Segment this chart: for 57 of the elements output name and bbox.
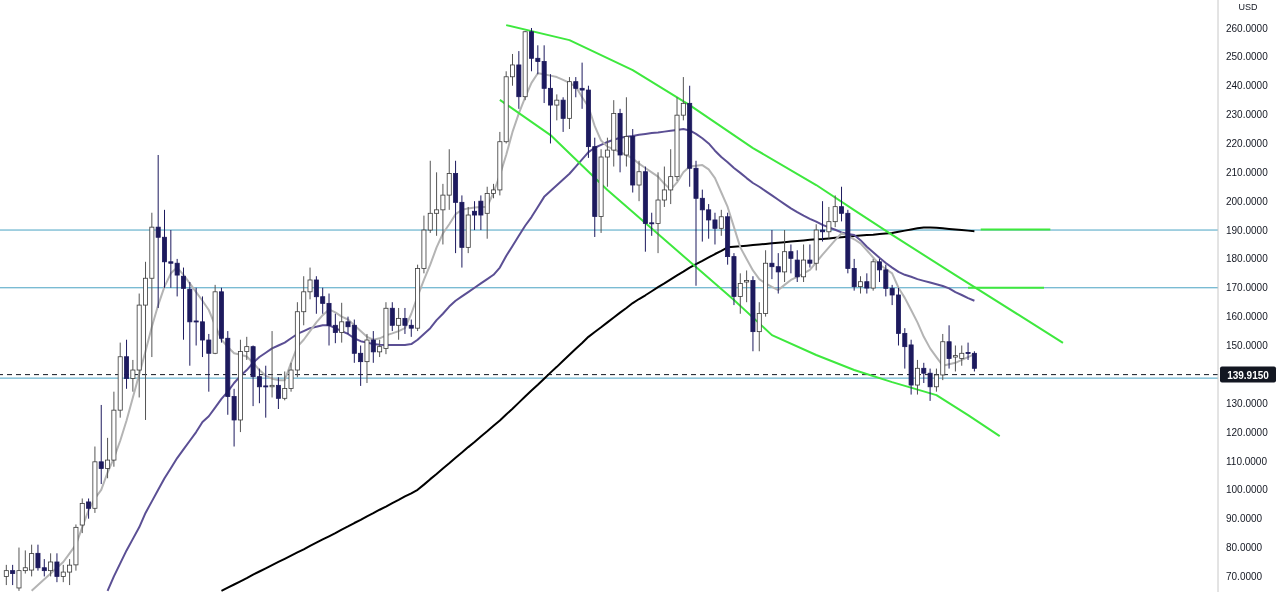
line-series [505,24,1064,344]
candlestick [744,269,750,303]
candlestick [794,249,800,283]
y-tick-label: 190.0000 [1226,224,1269,236]
candlestick [79,497,85,534]
candlestick [820,200,825,243]
candlestick [364,333,370,384]
candlestick [389,301,395,332]
candlestick [48,552,54,577]
candlestick [275,376,281,410]
line-series [106,128,976,592]
candlestick [560,96,566,133]
y-tick-label: 240.0000 [1226,80,1269,92]
y-tick-label: 150.0000 [1226,340,1269,352]
candlestick [554,93,560,121]
candlestick [946,324,952,370]
candlestick [737,272,743,315]
y-tick-label: 80.0000 [1226,542,1263,554]
y-tick-label: 260.0000 [1226,22,1269,34]
candlestick [124,339,129,390]
y-tick-label: 170.0000 [1226,282,1269,294]
y-tick-label: 160.0000 [1226,311,1269,323]
y-tick-label: 180.0000 [1226,253,1269,265]
y-axis-title: USD [1238,2,1258,12]
y-tick-label: 220.0000 [1226,138,1269,149]
line-series [220,226,976,592]
candlestick [801,243,807,283]
candlestick [10,564,16,586]
y-tick-label: 90.0000 [1226,513,1263,525]
y-tick-label: 200.0000 [1226,195,1269,207]
y-tick-label: 250.0000 [1226,51,1269,63]
candlestick [370,330,376,364]
candlestick [807,243,813,269]
candlestick [718,209,724,237]
candlestick [396,307,402,341]
candlestick [54,552,60,583]
ref-line-label: 139.9150 [1227,369,1270,381]
candlestick [915,359,920,396]
candlestick [864,272,870,295]
candlestick [181,267,186,341]
candlestick [788,243,794,274]
y-tick-label: 120.0000 [1226,426,1269,438]
candlestick [623,96,629,168]
y-tick-label: 230.0000 [1226,109,1269,121]
candlestick [636,160,642,202]
candlestick [339,302,345,344]
candlestick [98,404,104,485]
y-tick-label: 110.0000 [1226,455,1268,467]
candlestick [86,497,92,520]
candlestick [782,229,788,283]
line-series [498,98,1001,438]
candlestick [269,330,275,398]
y-tick-label: 130.0000 [1226,397,1269,409]
candlestick [3,564,9,586]
y-tick-label: 100.0000 [1226,484,1269,496]
y-tick-label: 70.0000 [1226,570,1263,582]
y-tick-label: 210.0000 [1226,166,1269,178]
